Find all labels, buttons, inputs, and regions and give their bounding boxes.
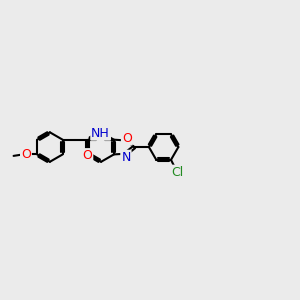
Text: Cl: Cl: [171, 166, 183, 179]
Text: O: O: [122, 132, 132, 145]
Text: O: O: [21, 148, 31, 161]
Text: O: O: [82, 149, 92, 162]
Text: NH: NH: [91, 127, 110, 140]
Text: N: N: [121, 151, 130, 164]
